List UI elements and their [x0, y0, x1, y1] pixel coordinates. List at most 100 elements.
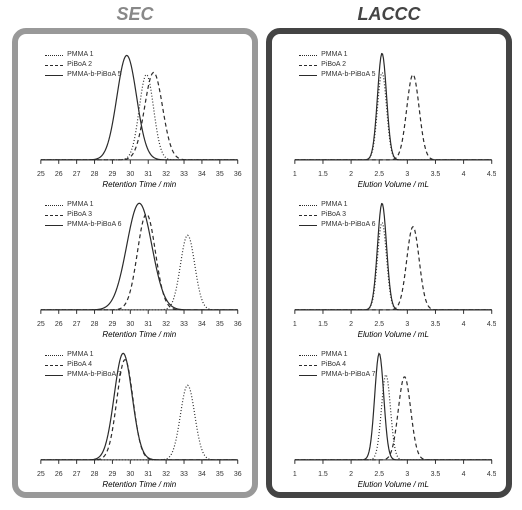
legend-swatch — [299, 365, 317, 366]
tick-label: 31 — [144, 171, 152, 178]
tick-label: 4 — [462, 471, 466, 478]
tick-label: 3 — [405, 171, 409, 178]
legend-item: PMMA 1 — [299, 50, 375, 60]
legend-label: PiBoA 4 — [67, 360, 92, 370]
legend-item: PMMA 1 — [45, 200, 121, 210]
legend-item: PMMA-b-PiBoA 6 — [45, 220, 121, 230]
tick-label: 28 — [91, 171, 99, 178]
legend-swatch — [299, 205, 317, 206]
tick-label: 34 — [198, 171, 206, 178]
legend-label: PMMA 1 — [321, 50, 347, 60]
tick-label: 3 — [405, 471, 409, 478]
laccc-subplot-1: 11.522.533.544.5Elution Volume / mLPMMA … — [282, 196, 496, 342]
laccc-subplot-0: 11.522.533.544.5Elution Volume / mLPMMA … — [282, 46, 496, 192]
tick-label: 2 — [349, 321, 353, 328]
tick-label: 3.5 — [431, 321, 441, 328]
tick-label: 26 — [55, 471, 63, 478]
tick-label: 28 — [91, 321, 99, 328]
axis-title: Elution Volume / mL — [358, 330, 429, 339]
tick-label: 33 — [180, 471, 188, 478]
legend-label: PMMA-b-PiBoA 7 — [321, 370, 375, 380]
tick-label: 36 — [234, 171, 242, 178]
tick-label: 34 — [198, 471, 206, 478]
series-curve — [295, 227, 492, 310]
series-curve — [41, 385, 238, 460]
sec-legend-1: PMMA 1PiBoA 3PMMA-b-PiBoA 6 — [45, 200, 121, 230]
sec-panel: 25 26 27 28 29 30 31 32 33 34 35 36 Retention Time /… — [12, 28, 258, 498]
tick-label: 32 — [162, 321, 170, 328]
series-curve — [295, 223, 492, 310]
legend-swatch — [299, 75, 317, 76]
legend-label: PiBoA 4 — [321, 360, 346, 370]
axis-title: Retention Time / min — [102, 330, 176, 339]
tick-label: 1 — [293, 171, 297, 178]
sec-subplot-1: 252627282930313233343536Retention Time /… — [28, 196, 242, 342]
tick-label: 2.5 — [374, 171, 384, 178]
tick-label: 3.5 — [431, 471, 441, 478]
tick-label: 1 — [293, 321, 297, 328]
laccc-legend-2: PMMA 1PiBoA 4PMMA-b-PiBoA 7 — [299, 350, 375, 380]
sec-legend-2: PMMA 1PiBoA 4PMMA-b-PiBoA 7 — [45, 350, 121, 380]
tick-label: 4.5 — [487, 321, 496, 328]
legend-item: PMMA-b-PiBoA 7 — [45, 370, 121, 380]
sec-subplot-2: 252627282930313233343536Retention Time /… — [28, 346, 242, 492]
tick-label: 33 — [180, 321, 188, 328]
tick-label: 1.5 — [318, 321, 328, 328]
legend-label: PMMA 1 — [321, 200, 347, 210]
tick-label: 1 — [293, 471, 297, 478]
sec-legend-0: PMMA 1PiBoA 2PMMA-b-PiBoA 5 — [45, 50, 121, 80]
legend-item: PMMA-b-PiBoA 6 — [299, 220, 375, 230]
tick-label: 35 — [216, 321, 224, 328]
tick-label: 31 — [144, 321, 152, 328]
legend-label: PiBoA 3 — [67, 210, 92, 220]
tick-label: 2 — [349, 471, 353, 478]
legend-swatch — [45, 375, 63, 376]
tick-label: 36 — [234, 321, 242, 328]
tick-label: 4.5 — [487, 171, 496, 178]
legend-swatch — [45, 75, 63, 76]
tick-label: 35 — [216, 471, 224, 478]
legend-item: PMMA-b-PiBoA 5 — [45, 70, 121, 80]
series-curve — [295, 75, 492, 160]
legend-swatch — [299, 375, 317, 376]
legend-item: PiBoA 2 — [45, 60, 121, 70]
tick-label: 3 — [405, 321, 409, 328]
tick-label: 30 — [126, 471, 134, 478]
series-curve — [295, 377, 492, 460]
legend-item: PiBoA 3 — [45, 210, 121, 220]
tick-label: 28 — [91, 471, 99, 478]
tick-label: 1.5 — [318, 171, 328, 178]
tick-label: 32 — [162, 471, 170, 478]
tick-label: 26 — [55, 321, 63, 328]
tick-label: 33 — [180, 171, 188, 178]
tick-label: 31 — [144, 471, 152, 478]
legend-swatch — [45, 225, 63, 226]
legend-item: PMMA 1 — [45, 350, 121, 360]
laccc-subplot-2: 11.522.533.544.5Elution Volume / mLPMMA … — [282, 346, 496, 492]
tick-label: 27 — [73, 171, 81, 178]
sec-subplot-0: 252627282930313233343536Retention Time /… — [28, 46, 242, 192]
tick-label: 2.5 — [374, 321, 384, 328]
tick-label: 4.5 — [487, 471, 496, 478]
legend-swatch — [45, 55, 63, 56]
tick-label: 32 — [162, 171, 170, 178]
legend-item: PMMA 1 — [299, 200, 375, 210]
tick-label: 29 — [109, 471, 117, 478]
tick-label: 25 — [37, 321, 45, 328]
legend-label: PMMA-b-PiBoA 5 — [321, 70, 375, 80]
tick-label: 26 — [55, 171, 63, 178]
laccc-title: LACCC — [266, 4, 512, 25]
tick-label: 27 — [73, 321, 81, 328]
legend-label: PMMA 1 — [67, 50, 93, 60]
tick-label: 2 — [349, 171, 353, 178]
tick-label: 29 — [109, 321, 117, 328]
tick-label: 27 — [73, 471, 81, 478]
legend-label: PMMA-b-PiBoA 6 — [321, 220, 375, 230]
axis-title: Elution Volume / mL — [358, 480, 429, 489]
legend-label: PiBoA 2 — [67, 60, 92, 70]
axis-title: Retention Time / min — [102, 480, 176, 489]
tick-label: 36 — [234, 471, 242, 478]
series-curve — [295, 375, 492, 460]
legend-label: PMMA 1 — [67, 350, 93, 360]
tick-label: 4 — [462, 171, 466, 178]
